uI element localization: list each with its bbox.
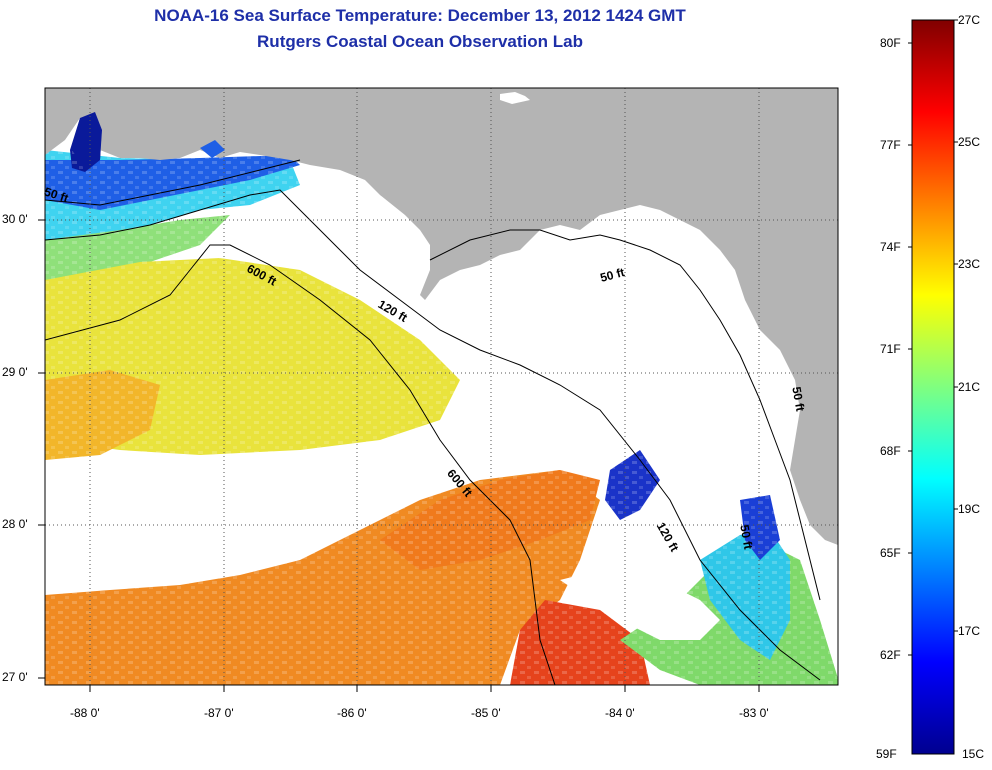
- colorbar-f-65: 65F: [880, 546, 901, 560]
- bay-shape: [72, 112, 102, 170]
- colorbar-c-27: 27C: [958, 13, 981, 27]
- lon-label-87: -87 0': [204, 706, 234, 720]
- lat-label-27: 27 0': [2, 670, 28, 684]
- lon-label-88: -88 0': [70, 706, 100, 720]
- lon-label-85: -85 0': [471, 706, 501, 720]
- lat-label-28: 28 0': [2, 517, 28, 531]
- colorbar-f-71: 71F: [880, 342, 901, 356]
- map-title: NOAA-16 Sea Surface Temperature: Decembe…: [154, 6, 686, 25]
- colorbar-c-23: 23C: [958, 257, 981, 271]
- colorbar-c-21: 21C: [958, 380, 981, 394]
- lon-label-84: -84 0': [605, 706, 635, 720]
- colorbar-f-77: 77F: [880, 138, 901, 152]
- axis-ticks: [38, 219, 760, 692]
- graticule: [45, 88, 838, 685]
- colorbar-c-19: 19C: [958, 502, 981, 516]
- colorbar-f-80: 80F: [880, 36, 901, 50]
- colorbar-gradient: [911, 19, 955, 755]
- colorbar-f-68: 68F: [880, 444, 901, 458]
- lat-label-29: 29 0': [2, 365, 28, 379]
- isobath-50ft-east: [429, 229, 821, 601]
- isobath-50ft: [45, 159, 301, 206]
- map-subtitle: Rutgers Coastal Ocean Observation Lab: [257, 32, 583, 51]
- colorbar-c-25: 25C: [958, 135, 981, 149]
- isobath-120ft: [45, 189, 821, 681]
- lon-label-83: -83 0': [739, 706, 769, 720]
- lat-label-30: 30 0': [2, 212, 28, 226]
- lake-speck: [500, 92, 530, 104]
- coastal-bay-east: [200, 140, 225, 158]
- colorbar-c-15: 15C: [962, 747, 985, 761]
- colorbar-f-62: 62F: [880, 648, 901, 662]
- lon-label-86: -86 0': [337, 706, 367, 720]
- map-frame: [44, 87, 839, 686]
- colorbar-f-74: 74F: [880, 240, 901, 254]
- land-mass: [45, 88, 838, 545]
- colorbar-f-59: 59F: [876, 747, 897, 761]
- colorbar-c-17: 17C: [958, 624, 981, 638]
- isobath-600ft: [45, 244, 556, 685]
- colorbar-ticks: [908, 19, 958, 656]
